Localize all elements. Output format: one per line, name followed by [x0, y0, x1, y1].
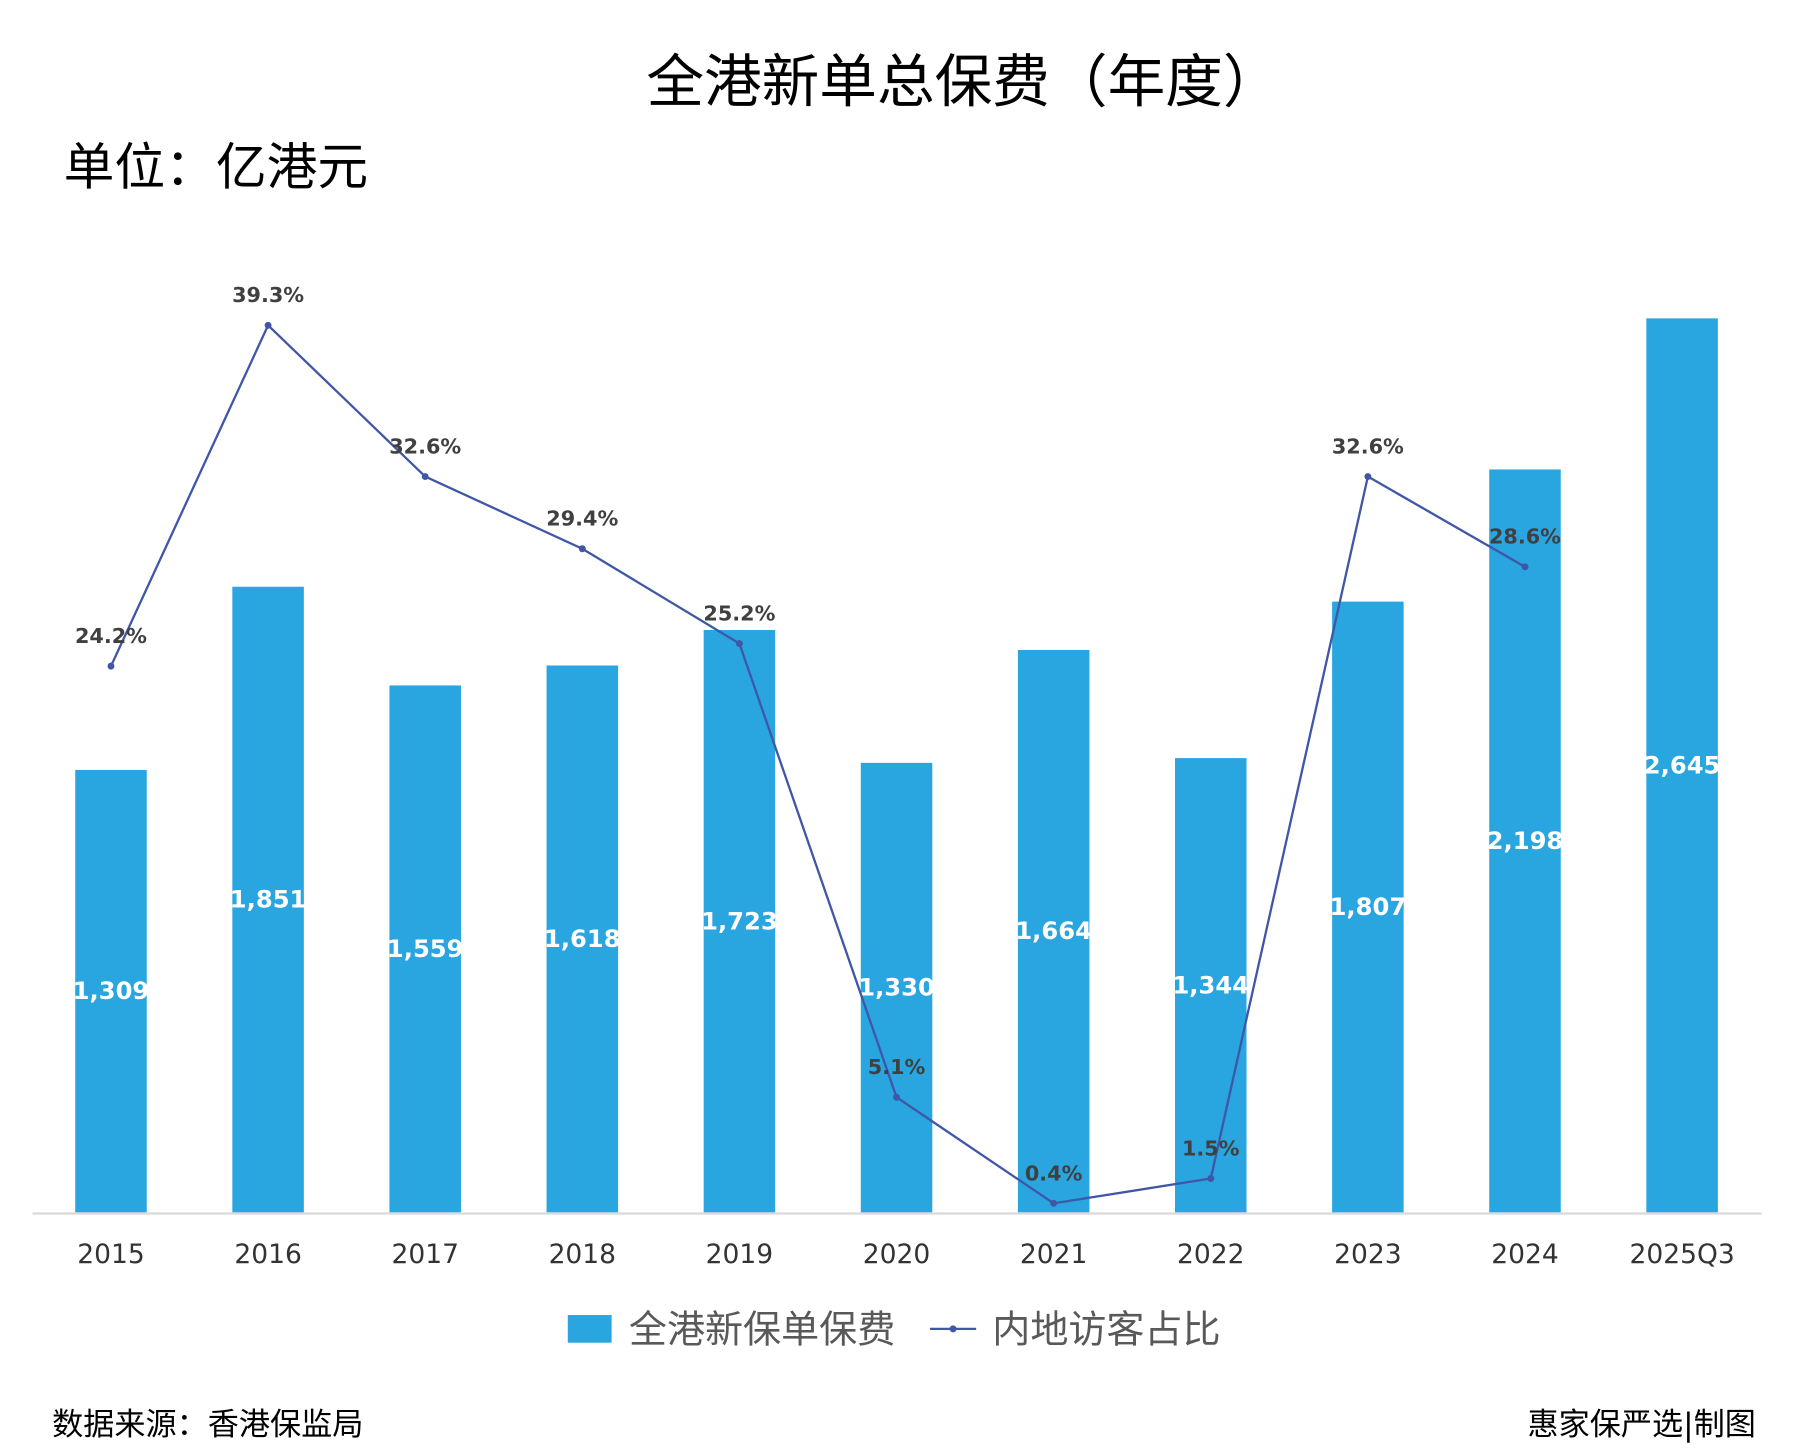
legend-line-label: 内地访客占比	[992, 1308, 1220, 1352]
line-point	[264, 321, 272, 329]
line-value-label: 28.6%	[1489, 525, 1561, 549]
x-tick-label: 2019	[706, 1239, 773, 1270]
bar	[1489, 469, 1561, 1213]
x-axis-ticks: 2015 2016 2017 2018 2019 2020 2021 2022 2023 2024…	[77, 1239, 1734, 1270]
x-tick-label: 2020	[863, 1239, 930, 1270]
bar	[1175, 758, 1247, 1213]
credit-note: 惠家保严选|制图	[1528, 1407, 1756, 1443]
source-note: 数据来源：香港保监局	[52, 1407, 363, 1443]
x-tick-label: 2023	[1334, 1239, 1401, 1270]
bar-value-label: 1,618	[544, 925, 621, 953]
line-point	[893, 1093, 900, 1101]
bar-value-label: 1,851	[230, 886, 307, 914]
bar-value-label: 1,344	[1172, 971, 1249, 999]
bar-value-label: 1,807	[1330, 893, 1407, 921]
legend-line-marker	[949, 1325, 957, 1333]
bar-value-label: 1,330	[858, 974, 935, 1002]
x-tick-label: 2016	[234, 1239, 301, 1270]
line-point	[735, 640, 743, 648]
x-tick-label: 2018	[549, 1239, 616, 1270]
line-point	[421, 473, 429, 480]
line-value-label: 5.1%	[868, 1055, 926, 1079]
x-tick-label: 2015	[77, 1239, 144, 1270]
line-point	[1050, 1199, 1058, 1207]
line-value-label: 29.4%	[546, 507, 618, 531]
bar	[1646, 318, 1718, 1213]
line-value-label: 0.4%	[1025, 1161, 1083, 1185]
line-value-label: 1.5%	[1182, 1136, 1240, 1160]
line-point	[578, 545, 586, 553]
bar	[703, 630, 776, 1213]
line-value-label: 32.6%	[1332, 434, 1404, 458]
line-value-label: 39.3%	[232, 283, 304, 307]
line-point	[107, 662, 115, 670]
chart-title: 全港新单总保费（年度）	[646, 48, 1280, 116]
bar-value-label: 2,198	[1487, 827, 1564, 855]
line-point	[1364, 473, 1372, 480]
line-series: 24.2% 39.3% 32.6% 29.4% 25.2% 5.1% 0.4% 1.5% 32.…	[75, 283, 1561, 1207]
x-tick-label: 2017	[391, 1239, 458, 1270]
bar-value-label: 1,664	[1015, 917, 1092, 945]
bar-series: 1,309 1,851 1,559 1,618 1,723 1,330 1,664 1,344…	[73, 318, 1721, 1213]
x-tick-label: 2025Q3	[1629, 1239, 1734, 1270]
x-tick-label: 2022	[1177, 1239, 1244, 1270]
line-value-label: 32.6%	[389, 434, 461, 458]
bar-value-label: 1,559	[387, 935, 464, 963]
bar	[1332, 601, 1404, 1213]
bar	[860, 762, 933, 1213]
bar	[232, 586, 304, 1213]
bar	[389, 685, 461, 1213]
bar-value-label: 2,645	[1644, 751, 1721, 779]
bar	[1017, 649, 1090, 1213]
bar-value-label: 1,309	[73, 977, 150, 1005]
line-point	[1521, 563, 1529, 571]
bar-value-label: 1,723	[701, 907, 778, 935]
legend: 全港新保单保费 内地访客占比	[567, 1308, 1221, 1352]
unit-label: 单位：亿港元	[64, 138, 369, 197]
x-tick-label: 2021	[1020, 1239, 1087, 1270]
x-tick-label: 2024	[1491, 1239, 1558, 1270]
line-value-label: 25.2%	[703, 601, 775, 625]
legend-bar-swatch	[567, 1315, 612, 1343]
line-path	[109, 323, 1526, 1205]
line-point	[1207, 1175, 1215, 1182]
line-value-label: 24.2%	[75, 624, 147, 648]
bar	[546, 665, 619, 1213]
bar	[75, 769, 147, 1213]
legend-bar-label: 全港新保单保费	[629, 1308, 895, 1352]
